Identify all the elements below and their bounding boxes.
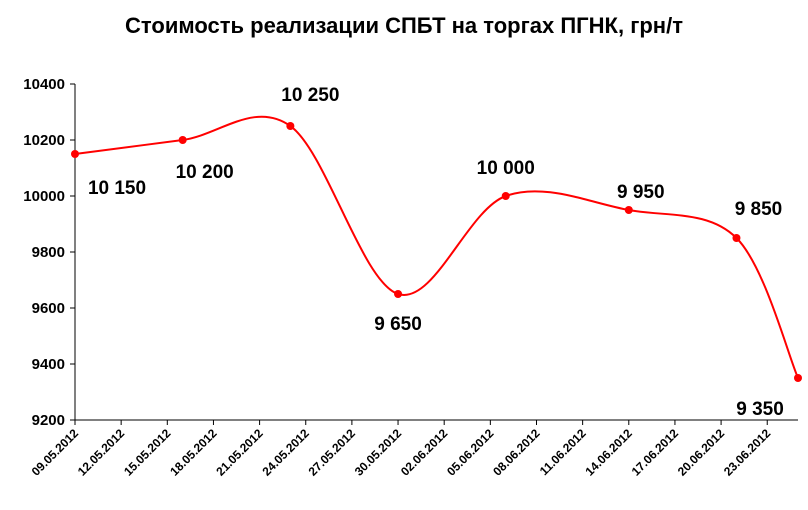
series-line [74, 115, 799, 379]
x-tick-label: 27.05.2012 [306, 426, 359, 479]
data-point [501, 192, 510, 200]
x-tick-label: 14.06.2012 [583, 426, 636, 479]
data-label: 9 650 [374, 314, 422, 335]
data-label: 10 200 [176, 162, 234, 183]
y-tick-label: 9200 [32, 412, 65, 429]
axes [74, 84, 798, 421]
data-point [794, 374, 802, 382]
data-point [71, 150, 79, 158]
x-tick-label: 02.06.2012 [398, 426, 451, 479]
x-tick-label: 09.05.2012 [29, 426, 82, 479]
data-point [732, 234, 741, 242]
x-tick-label: 30.05.2012 [352, 426, 405, 479]
data-point [624, 206, 633, 214]
x-tick-label: 21.05.2012 [213, 426, 266, 479]
x-axis-ticks: 09.05.201212.05.201215.05.201218.05.2012… [29, 420, 774, 479]
x-tick-label: 20.06.2012 [675, 426, 728, 479]
data-label: 10 000 [477, 158, 535, 179]
data-label: 9 950 [617, 182, 665, 203]
data-point [178, 136, 187, 144]
y-tick-label: 10000 [23, 188, 65, 205]
data-points [71, 122, 802, 382]
y-tick-label: 9600 [32, 300, 65, 317]
x-tick-label: 12.05.2012 [75, 426, 128, 479]
x-tick-label: 18.05.2012 [167, 426, 220, 479]
data-point [394, 290, 403, 298]
y-tick-label: 10200 [23, 132, 65, 149]
data-label: 10 250 [281, 85, 339, 106]
x-tick-label: 24.05.2012 [259, 426, 312, 479]
x-tick-label: 05.06.2012 [444, 426, 497, 479]
data-label: 10 150 [88, 178, 146, 199]
x-tick-label: 08.06.2012 [490, 426, 543, 479]
data-point [286, 122, 295, 130]
data-label: 9 350 [736, 399, 784, 420]
chart-title: Стоимость реализации СПБТ на торгах ПГНК… [125, 13, 683, 38]
x-tick-label: 15.05.2012 [121, 426, 174, 479]
data-label: 9 850 [735, 199, 783, 220]
y-tick-label: 10400 [23, 76, 65, 93]
y-axis-ticks: 9200 9400 9600 9800 10000 10200 10400 [23, 76, 75, 429]
data-labels: 10 150 10 200 10 250 9 650 10 000 9 950 9 850 9… [88, 85, 784, 420]
x-tick-label: 17.06.2012 [629, 426, 682, 479]
x-tick-label: 11.06.2012 [537, 426, 589, 478]
y-tick-label: 9400 [32, 356, 65, 373]
y-tick-label: 9800 [32, 244, 65, 261]
x-tick-label: 23.06.2012 [721, 426, 774, 479]
